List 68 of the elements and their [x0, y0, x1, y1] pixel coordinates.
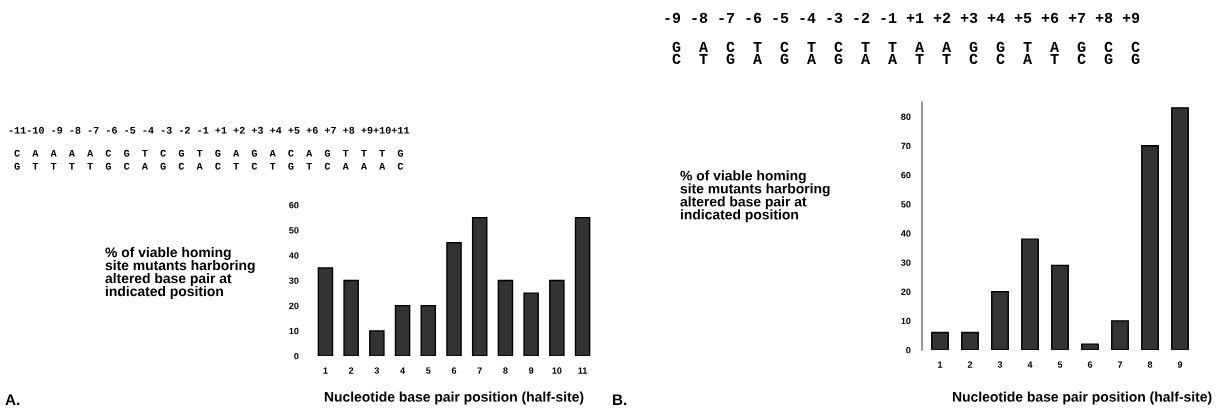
- bar: [991, 290, 1009, 350]
- text: C T G A G A G A A T T C C A T C G G: [672, 53, 1140, 65]
- x-tick-label: 3: [374, 367, 380, 374]
- x-tick-label: 1: [323, 367, 328, 374]
- y-axis-title: % of viable homing site mutants harboring altered base pair at indicated position: [680, 170, 830, 223]
- y-tick-label: 50: [901, 201, 911, 208]
- x-tick-label: 4: [1027, 361, 1033, 368]
- x-tick-label: 2: [967, 361, 973, 368]
- y-tick-label: 70: [901, 142, 911, 150]
- y-tick-label: 30: [289, 277, 299, 284]
- text: G A C T C T C T T A A G G T A G C C: [672, 41, 1140, 53]
- y-axis-title: % of viable homing site mutants harboring altered base pair at indicated position: [105, 247, 255, 299]
- bar: [574, 216, 591, 356]
- x-tick-label: 8: [1147, 361, 1153, 368]
- x-tick-label: 5: [426, 367, 431, 374]
- bar: [523, 292, 539, 356]
- bar: [394, 304, 411, 356]
- bar: [317, 267, 334, 356]
- bar: [1051, 264, 1069, 350]
- x-axis-title: Nucleotide base pair position (half-site): [952, 391, 1212, 405]
- text: B.: [613, 394, 627, 405]
- bar: [1111, 320, 1129, 350]
- x-tick-label: 9: [1177, 361, 1183, 368]
- y-tick-label: 20: [901, 288, 911, 296]
- bar: [1021, 238, 1039, 350]
- x-tick-label: 11: [578, 367, 588, 374]
- y-tick-label: 80: [901, 113, 911, 120]
- bar: [961, 331, 979, 350]
- x-tick-label: 4: [400, 367, 406, 374]
- bar: [471, 216, 488, 356]
- x-tick-label: 10: [552, 367, 562, 374]
- text: -11-10 -9 -8 -7 -6 -5 -4 -3 -2 -1 +1 +2 +3 +4 +5 +6 +7 +8 +9+10+11: [9, 126, 410, 134]
- text: A.: [5, 394, 20, 405]
- bar: [497, 279, 514, 356]
- bar: [420, 304, 437, 356]
- y-tick-label: 20: [289, 302, 299, 310]
- y-tick-label: 60: [901, 171, 911, 179]
- y-tick-label: 30: [901, 259, 911, 266]
- y-tick-label: 40: [900, 230, 911, 237]
- x-tick-label: 5: [1057, 361, 1063, 368]
- bar: [446, 242, 462, 356]
- y-tick-label: 50: [289, 227, 299, 234]
- x-tick-label: 3: [997, 361, 1003, 368]
- x-tick-label: 6: [451, 367, 457, 374]
- x-axis-title: Nucleotide base pair position (half-site): [324, 391, 584, 405]
- y-tick-label: 40: [288, 252, 299, 259]
- x-tick-label: 9: [528, 367, 534, 374]
- bar: [931, 331, 949, 350]
- text: G T T T T G C A G C A C T C T G T C A A A C: [14, 162, 404, 170]
- bar: [343, 279, 359, 356]
- y-tick-label: 0: [906, 346, 911, 354]
- y-tick-label: 10: [901, 317, 911, 325]
- x-tick-label: 1: [938, 361, 943, 368]
- text: -9 -8 -7 -6 -5 -4 -3 -2 -1 +1 +2 +3 +4 +5 +6 +7 +8 +9: [665, 12, 1140, 24]
- x-tick-label: 8: [503, 367, 508, 374]
- x-tick-label: 2: [348, 367, 354, 374]
- x-tick-label: 7: [1117, 361, 1123, 368]
- x-tick-label: 7: [477, 367, 482, 374]
- y-tick-label: 10: [289, 327, 299, 335]
- bar: [1081, 343, 1099, 350]
- bar: [1171, 107, 1189, 350]
- bar: [369, 330, 385, 356]
- x-tick-label: 6: [1087, 361, 1093, 368]
- bar: [1141, 145, 1159, 350]
- y-tick-label: 60: [289, 201, 299, 209]
- y-tick-label: 0: [294, 352, 299, 360]
- bar: [549, 279, 565, 356]
- text: C A A A A C G T C G T G A G A C A G T T T G: [14, 149, 403, 157]
